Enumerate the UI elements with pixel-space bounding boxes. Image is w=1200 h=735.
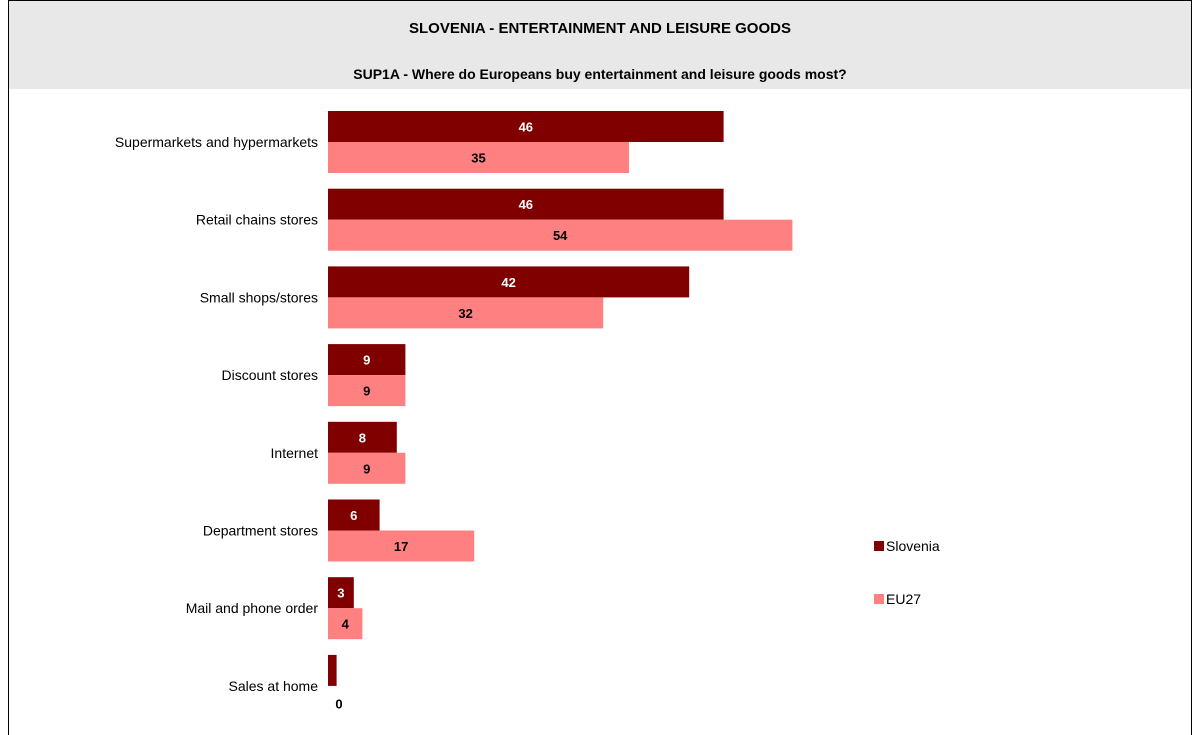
category-label-sales-at-home: Sales at home bbox=[229, 678, 319, 694]
bar-eu27-discount-stores bbox=[328, 375, 406, 407]
chart-frame bbox=[8, 0, 1192, 735]
category-label-internet: Internet bbox=[271, 445, 319, 461]
data-label-slovenia-retail-chains-stores: 46 bbox=[519, 197, 533, 212]
chart-title: SLOVENIA - ENTERTAINMENT AND LEISURE GOO… bbox=[409, 20, 791, 37]
legend-swatch-eu27 bbox=[874, 594, 884, 604]
chart-header: SLOVENIA - ENTERTAINMENT AND LEISURE GOO… bbox=[9, 1, 1191, 89]
legend-item-slovenia: Slovenia bbox=[874, 538, 940, 554]
data-label-eu27-internet: 9 bbox=[363, 461, 370, 476]
bar-eu27-internet bbox=[328, 452, 406, 484]
data-label-eu27-mail-and-phone-order: 4 bbox=[342, 617, 350, 632]
bar-eu27-retail-chains-stores bbox=[328, 219, 793, 251]
data-label-slovenia-mail-and-phone-order: 3 bbox=[337, 586, 344, 601]
data-label-slovenia-sales-at-home: 1 bbox=[336, 663, 343, 678]
chart-subtitle: SUP1A - Where do Europeans buy entertain… bbox=[353, 66, 847, 82]
data-label-eu27-supermarkets-and-hypermarkets: 35 bbox=[471, 151, 485, 166]
data-label-eu27-retail-chains-stores: 54 bbox=[553, 228, 568, 243]
bar-eu27-mail-and-phone-order bbox=[328, 608, 363, 640]
bar-eu27-department-stores bbox=[328, 530, 475, 562]
category-label-department-stores: Department stores bbox=[203, 523, 318, 539]
bar-slovenia-supermarkets-and-hypermarkets bbox=[328, 111, 724, 142]
data-label-slovenia-supermarkets-and-hypermarkets: 46 bbox=[519, 120, 533, 135]
bar-slovenia-mail-and-phone-order bbox=[328, 577, 354, 609]
data-label-eu27-department-stores: 17 bbox=[394, 539, 408, 554]
category-label-small-shops-stores: Small shops/stores bbox=[200, 289, 318, 305]
bar-eu27-small-shops-stores bbox=[328, 297, 604, 329]
legend-item-eu27: EU27 bbox=[874, 591, 921, 607]
legend-label-eu27: EU27 bbox=[886, 591, 922, 607]
data-label-slovenia-department-stores: 6 bbox=[350, 508, 357, 523]
bar-eu27-supermarkets-and-hypermarkets bbox=[328, 142, 629, 173]
category-label-retail-chains-stores: Retail chains stores bbox=[196, 212, 318, 228]
bar-slovenia-sales-at-home bbox=[328, 654, 337, 686]
bar-slovenia-internet bbox=[328, 421, 397, 453]
bar-slovenia-retail-chains-stores bbox=[328, 188, 724, 220]
legend-label-slovenia: Slovenia bbox=[886, 538, 940, 554]
category-label-supermarkets-and-hypermarkets: Supermarkets and hypermarkets bbox=[115, 134, 318, 150]
category-label-mail-and-phone-order: Mail and phone order bbox=[186, 600, 319, 616]
bar-slovenia-department-stores bbox=[328, 499, 380, 531]
data-label-slovenia-small-shops-stores: 42 bbox=[501, 275, 515, 290]
bar-slovenia-small-shops-stores bbox=[328, 266, 690, 298]
data-label-eu27-sales-at-home: 0 bbox=[335, 696, 342, 711]
data-label-eu27-discount-stores: 9 bbox=[363, 384, 370, 399]
legend-swatch-slovenia bbox=[874, 541, 884, 551]
data-label-eu27-small-shops-stores: 32 bbox=[458, 306, 472, 321]
data-label-slovenia-discount-stores: 9 bbox=[363, 353, 370, 368]
bar-slovenia-discount-stores bbox=[328, 344, 406, 376]
category-label-discount-stores: Discount stores bbox=[222, 367, 318, 383]
data-label-slovenia-internet: 8 bbox=[359, 430, 366, 445]
